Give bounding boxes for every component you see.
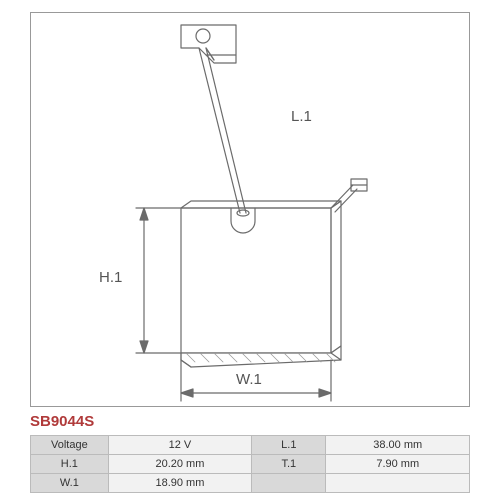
spec-value: 38.00 mm [326, 436, 470, 455]
drawing-frame: L.1 H.1 W.1 [30, 12, 470, 407]
spec-header: W.1 [31, 474, 109, 493]
spec-header: T.1 [252, 455, 326, 474]
spec-value [326, 474, 470, 493]
part-number: SB9044S [30, 413, 94, 430]
spec-header: Voltage [31, 436, 109, 455]
spec-table: Voltage 12 V L.1 38.00 mm H.1 20.20 mm T… [30, 435, 470, 493]
spec-value: 20.20 mm [108, 455, 252, 474]
page: L.1 H.1 W.1 SB9044S Voltage 12 V L.1 38.… [0, 0, 500, 500]
label-h1: H.1 [99, 269, 122, 286]
brush-drawing [31, 13, 469, 406]
spec-value: 12 V [108, 436, 252, 455]
table-row: W.1 18.90 mm [31, 474, 470, 493]
spec-header [252, 474, 326, 493]
spec-value: 18.90 mm [108, 474, 252, 493]
spec-header: L.1 [252, 436, 326, 455]
label-l1: L.1 [291, 108, 312, 125]
spec-value: 7.90 mm [326, 455, 470, 474]
spec-header: H.1 [31, 455, 109, 474]
table-row: H.1 20.20 mm T.1 7.90 mm [31, 455, 470, 474]
table-row: Voltage 12 V L.1 38.00 mm [31, 436, 470, 455]
label-w1: W.1 [236, 371, 262, 388]
